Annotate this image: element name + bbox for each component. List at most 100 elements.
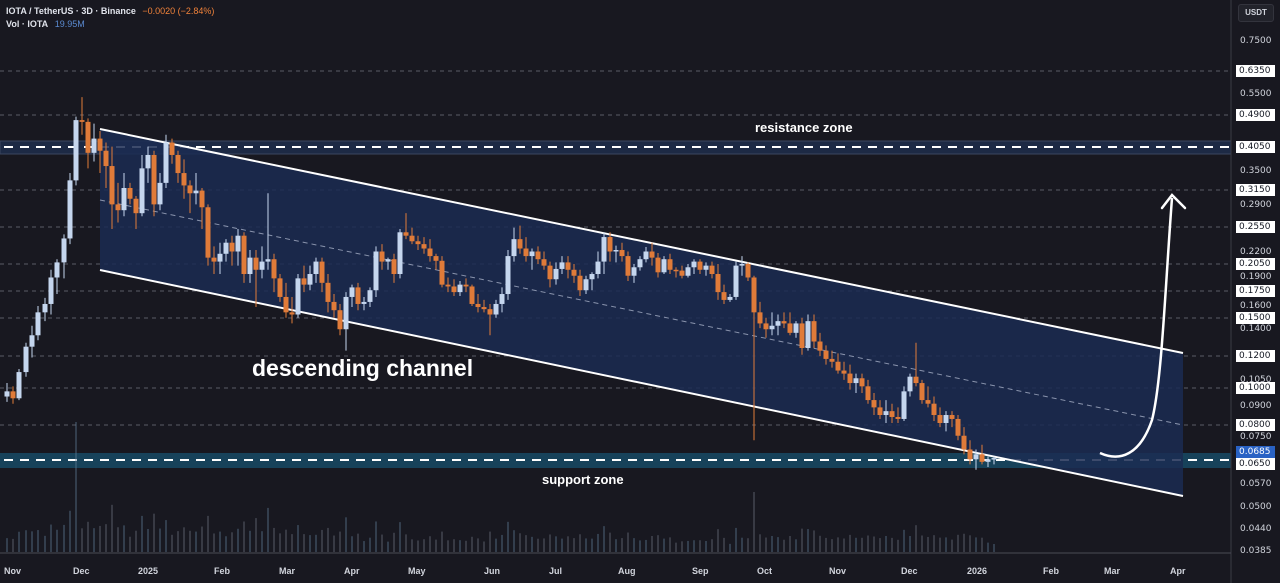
time-tick-label: Apr <box>344 566 360 576</box>
volume-bar <box>141 515 143 552</box>
volume-bar <box>915 525 917 552</box>
candle-body <box>703 265 709 270</box>
volume-bar <box>801 528 803 552</box>
candle-body <box>331 301 337 311</box>
candle <box>745 262 751 282</box>
volume-bar <box>123 525 125 552</box>
candle-body <box>205 207 211 258</box>
candle <box>871 393 877 416</box>
volume-bar <box>987 542 989 552</box>
volume-bar <box>867 535 869 552</box>
volume-bar <box>303 534 305 552</box>
price-tick-label: 0.4050 <box>1236 141 1275 153</box>
candle <box>727 294 733 302</box>
candle <box>781 312 787 329</box>
candle-body <box>559 262 565 269</box>
candle-body <box>931 403 937 416</box>
candle-body <box>601 237 607 262</box>
projection-arrow[interactable] <box>1099 193 1187 458</box>
volume-bar <box>93 528 95 552</box>
candle <box>535 246 541 265</box>
candle <box>709 261 715 279</box>
candle <box>229 235 235 266</box>
candle-body <box>91 138 97 153</box>
candle <box>949 411 955 428</box>
candle-body <box>271 259 277 279</box>
candle <box>553 262 559 285</box>
currency-button[interactable]: USDT <box>1238 4 1274 22</box>
volume-bar <box>225 536 227 552</box>
candle <box>739 256 745 276</box>
price-tick-label: 0.2900 <box>1240 200 1272 210</box>
candle-body <box>715 274 721 293</box>
candle-body <box>385 259 391 262</box>
volume-bar <box>957 534 959 552</box>
candle <box>331 294 337 318</box>
price-tick-label: 0.0650 <box>1236 458 1275 470</box>
candle-body <box>397 232 403 275</box>
time-tick-label: May <box>408 566 426 576</box>
volume-bar <box>519 533 521 552</box>
candle <box>961 427 967 455</box>
candle <box>691 259 697 275</box>
candle <box>787 312 793 336</box>
price-tick-label: 0.0800 <box>1236 419 1275 431</box>
candle-body <box>403 232 409 236</box>
candle <box>121 173 127 217</box>
symbol-title[interactable]: IOTA / TetherUS · 3D · Binance <box>6 6 136 16</box>
time-tick-label: Apr <box>1170 566 1186 576</box>
candle-body <box>109 166 115 205</box>
candle <box>937 407 943 428</box>
candle <box>151 150 157 217</box>
candle <box>295 274 301 318</box>
candle <box>397 228 403 279</box>
candle <box>187 180 193 214</box>
volume-bar <box>849 534 851 552</box>
projection-curve <box>1099 197 1174 458</box>
candle <box>433 253 439 270</box>
candle-body <box>487 309 493 315</box>
volume-bar <box>465 540 467 552</box>
candle <box>325 274 331 313</box>
candle <box>967 440 973 465</box>
candle <box>205 204 211 266</box>
candle-body <box>751 277 757 313</box>
volume-bar <box>645 539 647 552</box>
candle <box>193 173 199 205</box>
candle <box>337 303 343 336</box>
price-tick-label: 0.0900 <box>1240 401 1272 411</box>
volume-bar <box>909 535 911 552</box>
support-zone-label: support zone <box>542 472 624 487</box>
volume-bar <box>675 542 677 552</box>
descending-channel[interactable] <box>99 128 1184 497</box>
candle-body <box>871 400 877 408</box>
candle-body <box>631 267 637 276</box>
volume-bar <box>363 541 365 552</box>
volume-bar <box>159 528 161 552</box>
candle-body <box>967 449 973 460</box>
candle <box>925 386 931 408</box>
volume-bar <box>819 535 821 552</box>
candle-body <box>343 296 349 330</box>
candle <box>97 130 103 174</box>
volume-bar <box>441 531 443 552</box>
candle-body <box>325 282 331 302</box>
volume-bar <box>135 530 137 552</box>
volume-bar <box>417 540 419 552</box>
candle <box>421 237 427 254</box>
candle-body <box>625 256 631 276</box>
volume-bar <box>561 538 563 552</box>
volume-bar <box>807 529 809 552</box>
candle-body <box>847 373 853 384</box>
volume-bar <box>435 539 437 552</box>
candle <box>595 251 601 279</box>
candle-body <box>511 239 517 257</box>
volume-bar <box>483 541 485 552</box>
price-tick-label: 0.3500 <box>1240 166 1272 176</box>
candle-body <box>23 346 29 373</box>
volume-bar <box>741 537 743 552</box>
price-tick-label: 0.5500 <box>1240 89 1272 99</box>
volume-label[interactable]: Vol · IOTA <box>6 19 49 29</box>
candle-body <box>313 261 319 275</box>
